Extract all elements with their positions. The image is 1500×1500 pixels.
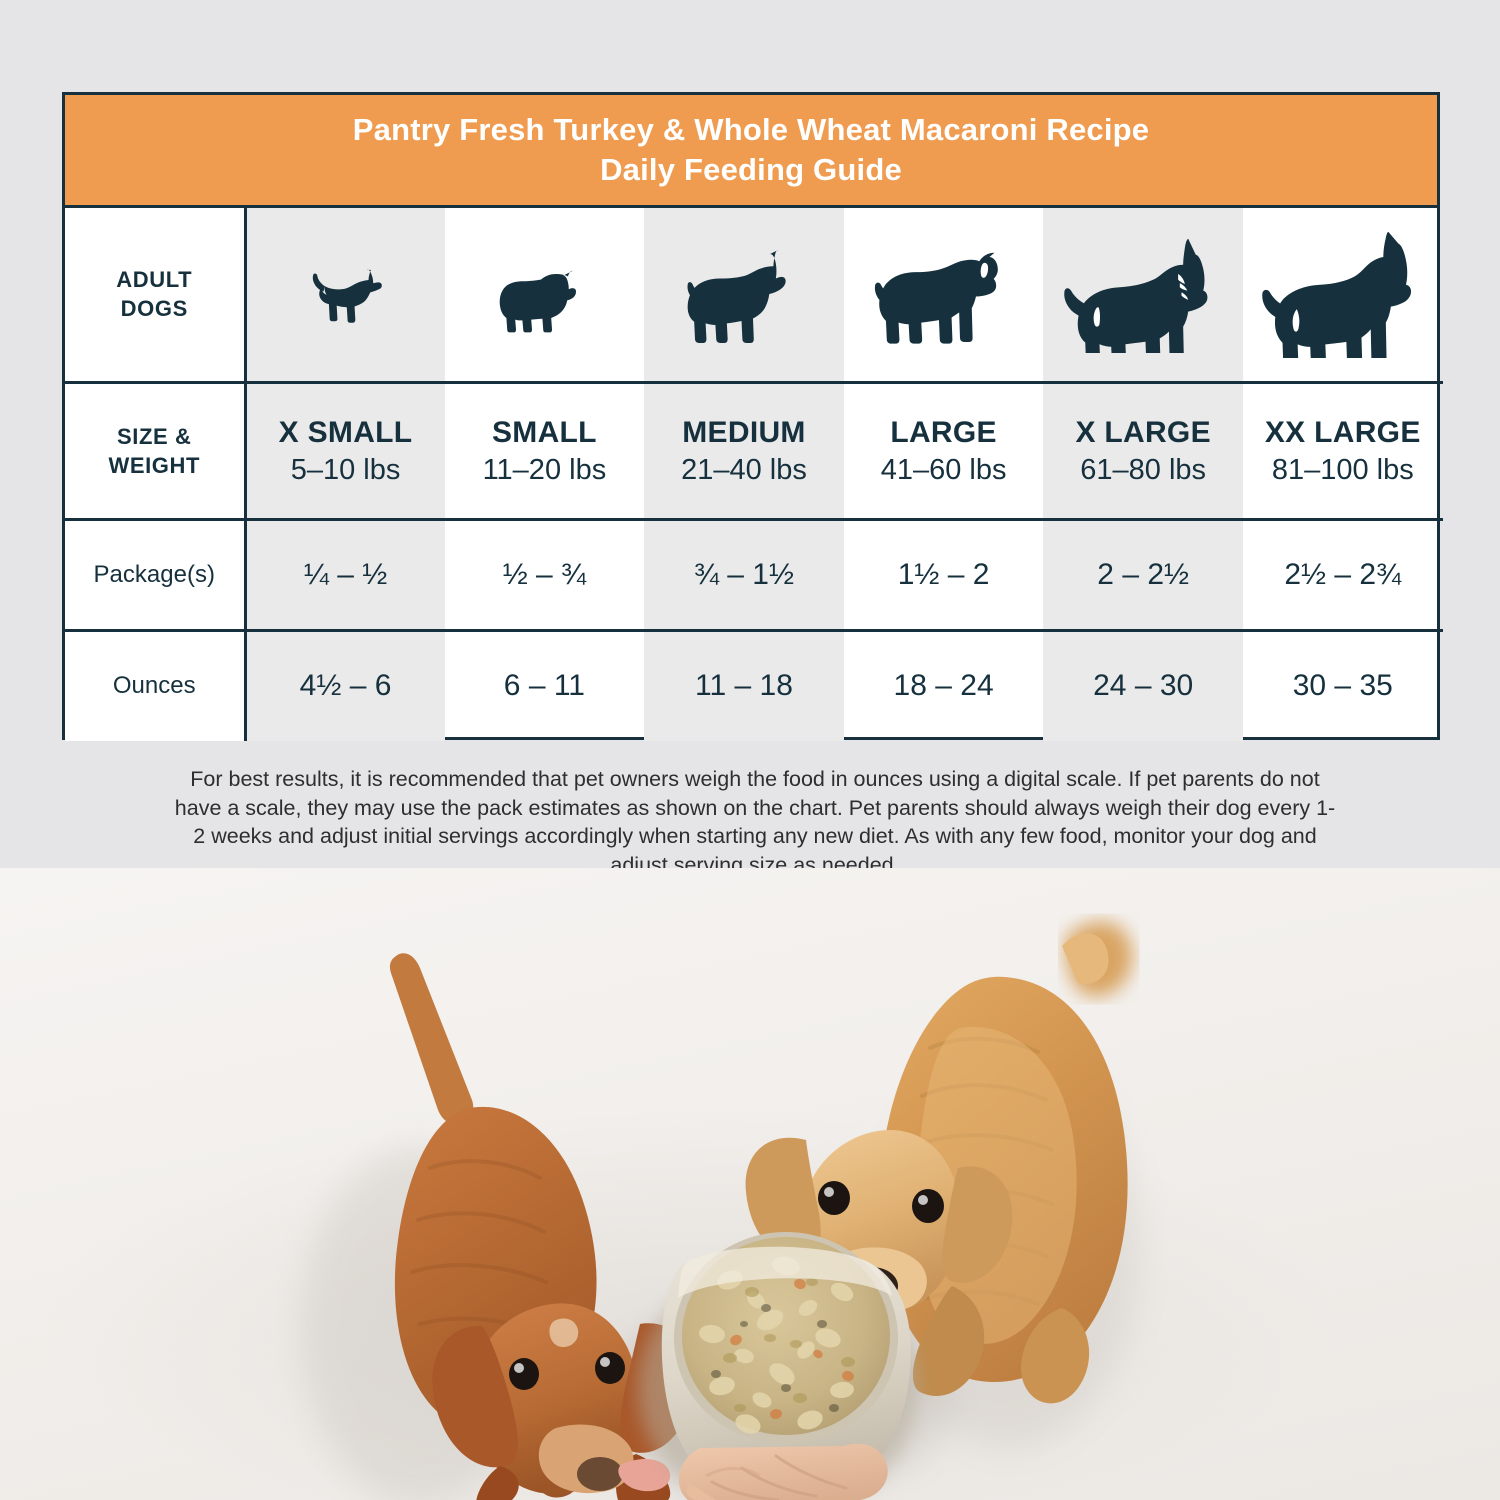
chart-title-line-1: Pantry Fresh Turkey & Whole Wheat Macaro… <box>352 112 1150 147</box>
cell-packages-xlarge: 2 – 2½ <box>1043 519 1243 632</box>
size-name-xxlarge: XX LARGE <box>1264 415 1421 449</box>
row-label-adult-dogs-line1: ADULT <box>116 267 193 293</box>
row-label-size-line1: SIZE & <box>117 423 192 449</box>
cell-ounces-large: 18 – 24 <box>893 669 994 703</box>
table-row-packages: Package(s) ¼ – ½ ½ – ¾ ¾ – 1½ 1½ – 2 2 –… <box>65 519 1443 632</box>
dog-medium-icon <box>687 250 786 344</box>
cell-size-large: LARGE 41–60 lbs <box>843 382 1044 521</box>
cell-dog-medium <box>644 208 844 384</box>
cell-packages-large: 1½ – 2 <box>843 519 1044 632</box>
size-name-small: SMALL <box>491 415 597 449</box>
size-weight-xxlarge: 81–100 lbs <box>1271 453 1414 486</box>
dog-small-icon <box>500 271 577 333</box>
cell-size-xxlarge: XX LARGE 81–100 lbs <box>1242 382 1443 521</box>
feeding-guide-footnote: For best results, it is recommended that… <box>174 767 1336 877</box>
cell-dog-xxlarge <box>1242 208 1443 384</box>
row-label-size-weight: SIZE & WEIGHT <box>65 382 247 521</box>
size-name-xsmall: X SMALL <box>278 415 413 449</box>
size-weight-xsmall: 5–10 lbs <box>290 453 401 486</box>
size-weight-small: 11–20 lbs <box>482 453 607 486</box>
cell-ounces-xsmall: 4½ – 6 <box>245 630 445 741</box>
table-row-size-weight: SIZE & WEIGHT X SMALL 5–10 lbs SMALL 11–… <box>65 382 1443 521</box>
cell-size-xsmall: X SMALL 5–10 lbs <box>245 382 445 521</box>
cell-size-xlarge: X LARGE 61–80 lbs <box>1043 382 1243 521</box>
chart-title-line-2: Daily Feeding Guide <box>600 152 902 187</box>
cell-size-medium: MEDIUM 21–40 lbs <box>644 382 844 521</box>
table-row-ounces: Ounces 4½ – 6 6 – 11 11 – 18 18 – 24 24 … <box>65 630 1443 741</box>
cell-packages-small: ½ – ¾ <box>444 519 645 632</box>
cell-dog-large <box>843 208 1044 384</box>
cell-ounces-xxlarge: 30 – 35 <box>1292 669 1393 703</box>
cell-ounces-xlarge: 24 – 30 <box>1043 630 1243 741</box>
cell-dog-small <box>444 208 645 384</box>
size-weight-medium: 21–40 lbs <box>681 453 807 486</box>
size-name-medium: MEDIUM <box>682 415 806 449</box>
cell-ounces-medium: 11 – 18 <box>644 630 844 741</box>
chart-title-bar: Pantry Fresh Turkey & Whole Wheat Macaro… <box>65 95 1437 208</box>
feeding-guide-table: ADULT DOGS <box>65 208 1443 741</box>
cell-ounces-small: 6 – 11 <box>503 669 585 703</box>
size-weight-large: 41–60 lbs <box>880 453 1007 486</box>
size-name-xlarge: X LARGE <box>1075 415 1211 449</box>
row-label-ounces: Ounces <box>65 630 247 741</box>
size-name-large: LARGE <box>890 415 997 449</box>
table-row-adult-dogs: ADULT DOGS <box>65 208 1443 384</box>
row-label-adult-dogs: ADULT DOGS <box>65 208 247 384</box>
row-label-size-line2: WEIGHT <box>108 452 201 478</box>
dog-xlarge-icon <box>1064 239 1208 354</box>
dogs-photo-illustration <box>300 921 1140 1500</box>
cell-size-small: SMALL 11–20 lbs <box>444 382 645 521</box>
row-label-adult-dogs-line2: DOGS <box>120 296 188 322</box>
dog-large-icon <box>874 253 998 344</box>
size-weight-xlarge: 61–80 lbs <box>1080 453 1207 486</box>
cell-dog-xsmall <box>245 208 445 384</box>
cell-packages-xsmall: ¼ – ½ <box>245 519 445 632</box>
row-label-packages: Package(s) <box>65 519 247 632</box>
dogs-with-bowl-photo <box>0 868 1500 1500</box>
cell-dog-xlarge <box>1043 208 1243 384</box>
cell-packages-xxlarge: 2½ – 2¾ <box>1242 519 1443 632</box>
dog-xsmall-icon <box>312 269 382 324</box>
feeding-guide-card: Pantry Fresh Turkey & Whole Wheat Macaro… <box>62 92 1443 741</box>
cell-packages-medium: ¾ – 1½ <box>644 519 844 632</box>
dog-xxlarge-icon <box>1262 232 1411 359</box>
